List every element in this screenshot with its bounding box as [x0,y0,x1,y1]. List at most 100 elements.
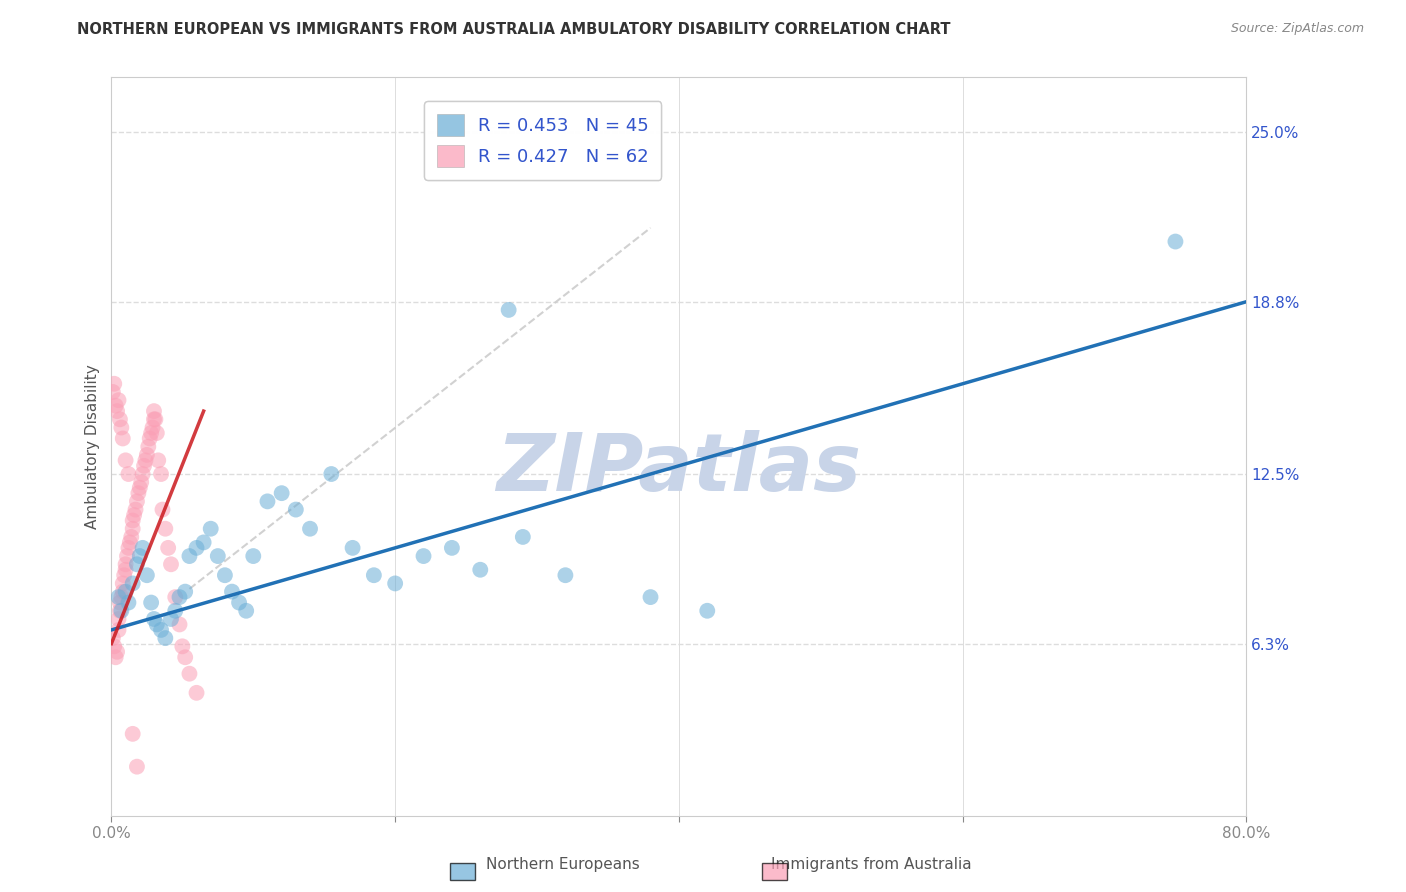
Point [129,475,152,490]
Point [117,596,139,610]
Point [498,302,520,317]
Point [117,467,139,481]
Point [121,514,143,528]
Point [125,759,148,773]
Point [125,494,148,508]
Point [155,631,177,645]
Point [112,568,135,582]
Point [155,522,177,536]
Point [107,393,129,408]
Point [107,612,129,626]
Point [122,508,145,522]
Point [160,558,183,572]
Point [214,568,236,582]
Point [412,549,434,563]
Point [127,486,149,500]
Point [111,576,134,591]
Point [107,590,129,604]
Point [136,440,159,454]
Point [172,640,194,654]
Point [165,604,187,618]
Text: Source: ZipAtlas.com: Source: ZipAtlas.com [1230,22,1364,36]
Point [179,549,201,563]
Point [363,568,385,582]
Point [200,522,222,536]
Point [114,558,136,572]
Point [512,530,534,544]
Point [121,727,143,741]
Point [101,631,124,645]
Point [221,584,243,599]
Point [131,541,153,555]
Point [256,494,278,508]
Text: ZIPatlas: ZIPatlas [496,430,862,508]
Point [150,467,173,481]
Y-axis label: Ambulatory Disability: Ambulatory Disability [86,364,100,529]
Point [179,666,201,681]
Point [114,563,136,577]
Point [125,558,148,572]
Point [235,604,257,618]
Point [270,486,292,500]
Point [103,640,125,654]
Point [342,541,364,555]
Point [148,453,170,467]
Point [470,563,492,577]
Point [152,502,174,516]
Point [108,596,131,610]
Point [157,541,180,555]
Point [128,549,150,563]
Point [110,420,132,434]
Point [186,686,208,700]
Point [114,584,136,599]
Point [114,453,136,467]
Point [101,384,124,399]
Point [284,502,307,516]
Point [640,590,662,604]
Point [135,448,157,462]
Point [124,502,146,516]
Text: Northern Europeans: Northern Europeans [485,857,640,872]
Point [108,604,131,618]
Point [108,412,131,426]
Point [110,604,132,618]
Point [115,549,138,563]
Point [146,617,169,632]
Point [150,623,173,637]
Point [142,420,165,434]
Point [103,376,125,391]
Point [554,568,576,582]
Point [193,535,215,549]
Point [121,576,143,591]
Point [696,604,718,618]
Text: Immigrants from Australia: Immigrants from Australia [772,857,972,872]
Point [1164,235,1187,249]
Point [105,645,128,659]
Point [165,590,187,604]
Point [143,412,166,426]
Point [135,568,157,582]
Point [146,425,169,440]
Point [105,404,128,418]
Point [104,650,127,665]
Text: NORTHERN EUROPEAN VS IMMIGRANTS FROM AUSTRALIA AMBULATORY DISABILITY CORRELATION: NORTHERN EUROPEAN VS IMMIGRANTS FROM AUS… [77,22,950,37]
Point [169,617,191,632]
Point [121,522,143,536]
Legend: R = 0.453   N = 45, R = 0.427   N = 62: R = 0.453 N = 45, R = 0.427 N = 62 [425,101,661,179]
Point [143,404,166,418]
Point [111,584,134,599]
Point [107,623,129,637]
Point [174,650,197,665]
Point [186,541,208,555]
Point [228,596,250,610]
Point [242,549,264,563]
Point [117,541,139,555]
Point [299,522,322,536]
Point [440,541,463,555]
Point [207,549,229,563]
Point [139,596,162,610]
Point [111,432,134,446]
Point [145,412,167,426]
Point [321,467,343,481]
Point [160,612,183,626]
